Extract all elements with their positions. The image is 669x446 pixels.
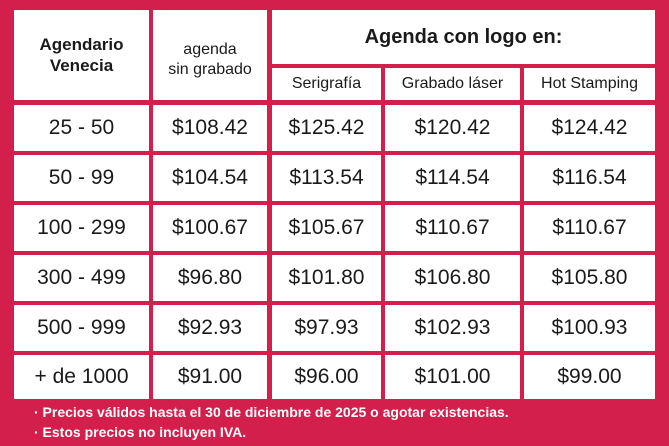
row-range: 100 - 299 [14,205,149,251]
header-col1-line1: Agendario [39,35,124,54]
row-range: 25 - 50 [14,105,149,151]
price-hot-stamping: $110.67 [524,205,655,251]
price-laser: $120.42 [385,105,520,151]
price-plain: $100.67 [153,205,267,251]
price-plain: $104.54 [153,155,267,201]
header-agenda-sin-grabado: agenda sin grabado [153,10,267,100]
price-serigrafia: $125.42 [272,105,381,151]
price-serigrafia: $113.54 [272,155,381,201]
row-range: 500 - 999 [14,305,149,351]
price-plain: $108.42 [153,105,267,151]
price-serigrafia: $96.00 [272,355,381,399]
header-agenda-con-logo: Agenda con logo en: [272,10,655,64]
price-hot-stamping: $105.80 [524,255,655,301]
row-range: 50 - 99 [14,155,149,201]
header-col1-line2: Venecia [49,56,114,75]
header-col2-line1: agenda [183,41,237,58]
price-laser: $101.00 [385,355,520,399]
price-hot-stamping: $99.00 [524,355,655,399]
price-serigrafia: $97.93 [272,305,381,351]
price-hot-stamping: $124.42 [524,105,655,151]
row-range: + de 1000 [14,355,149,399]
price-serigrafia: $101.80 [272,255,381,301]
price-plain: $96.80 [153,255,267,301]
header-col2-line2: sin grabado [168,61,252,78]
price-hot-stamping: $116.54 [524,155,655,201]
header-grabado-laser: Grabado láser [385,68,520,100]
price-laser: $106.80 [385,255,520,301]
price-laser: $114.54 [385,155,520,201]
price-plain: $91.00 [153,355,267,399]
footer-note-validity: · Precios válidos hasta el 30 de diciemb… [34,404,509,420]
header-hot-stamping: Hot Stamping [524,68,655,100]
price-hot-stamping: $100.93 [524,305,655,351]
price-laser: $110.67 [385,205,520,251]
price-laser: $102.93 [385,305,520,351]
header-agendario-venecia: Agendario Venecia [14,10,149,100]
price-plain: $92.93 [153,305,267,351]
price-serigrafia: $105.67 [272,205,381,251]
row-range: 300 - 499 [14,255,149,301]
footer-note-iva: · Estos precios no incluyen IVA. [34,424,247,440]
header-serigrafia: Serigrafía [272,68,381,100]
